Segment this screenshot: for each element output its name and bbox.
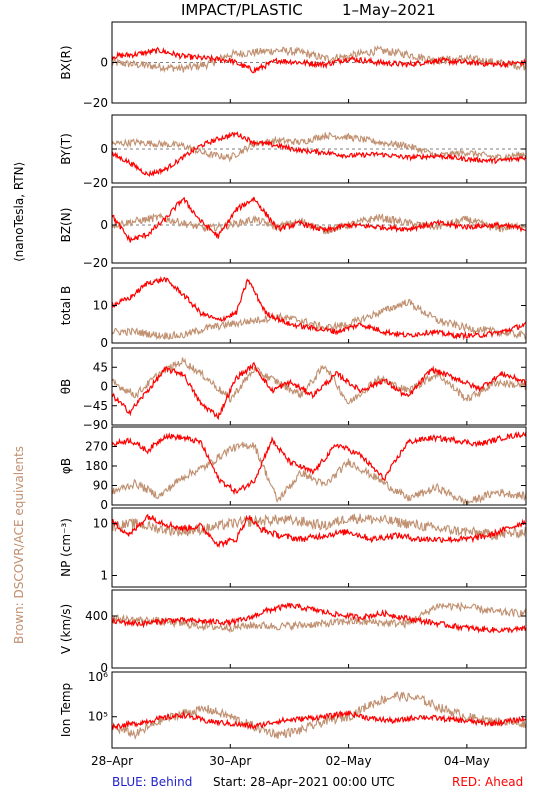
brown-legend-note: Brown: DSCOVR/ACE equivalents <box>12 445 26 644</box>
phi-ytick-label: 270 <box>85 440 108 454</box>
panel-by: 0 −20 BY(T) <box>59 114 527 190</box>
theta-ahead-series <box>112 361 526 421</box>
xtick-label: 28–Apr <box>91 754 133 768</box>
xtick-label: 30–Apr <box>209 754 251 768</box>
temp-ytick-label: 10⁵ <box>88 710 108 724</box>
np-ace-series <box>112 513 526 541</box>
np-ahead-series <box>112 513 526 549</box>
title-instrument: IMPACT/PLASTIC <box>181 1 303 19</box>
panel-temp: 10⁶ 10⁵ Ion Temp <box>59 670 527 749</box>
phi-ytick-label: 0 <box>100 498 108 512</box>
bz-ahead-series <box>112 196 526 243</box>
bz-ytick-label: −20 <box>83 256 108 270</box>
chart-title: IMPACT/PLASTIC 1–May–2021 <box>0 1 550 23</box>
panel-np: 10 1 NP (cm⁻³) <box>59 507 527 588</box>
theta-panel-label: θB <box>59 379 73 395</box>
footer-blue-legend: BLUE: Behind <box>112 775 193 789</box>
np-frame <box>111 507 527 588</box>
phi-ace-series <box>112 441 526 505</box>
bx-panel-label: BX(R) <box>59 45 73 79</box>
v-ytick-label: 0 <box>100 661 108 675</box>
panel-v: 400 0 V (km/s) <box>59 589 527 675</box>
v-ace-series <box>112 601 526 634</box>
phi-ytick-label: 90 <box>93 479 108 493</box>
theta-frame <box>111 347 527 426</box>
xtick-label: 04–May <box>444 754 490 768</box>
units-label: ⟨nanoTesla, RTN⟩ <box>12 161 26 262</box>
theta-ytick-label: −90 <box>83 418 108 432</box>
btot-panel-label: total B <box>59 286 73 326</box>
temp-frame <box>111 671 527 749</box>
np-ytick-label: 1 <box>100 568 108 582</box>
temp-ahead-series <box>112 709 526 731</box>
panel-bx: 0 −20 BX(R) <box>59 21 527 110</box>
btot-ace-series <box>112 298 526 341</box>
phi-ahead-series <box>112 431 526 496</box>
footer-start-time: Start: 28–Apr–2021 00:00 UTC <box>213 775 395 789</box>
btot-ahead-series <box>112 275 526 341</box>
bx-ahead-series <box>112 46 526 74</box>
by-ytick-label: −20 <box>83 176 108 190</box>
v-panel-label: V (km/s) <box>59 604 73 654</box>
temp-panel-label: Ion Temp <box>59 683 73 737</box>
by-panel-label: BY(T) <box>59 133 73 165</box>
v-frame <box>111 589 527 669</box>
bx-ace-series <box>112 45 526 74</box>
btot-ytick-label: 10 <box>93 299 108 313</box>
panel-phi: 270 180 90 0 φB <box>59 426 527 512</box>
bz-ace-series <box>112 212 526 235</box>
title-date: 1–May–2021 <box>342 1 436 19</box>
panel-btot: 10 0 total B <box>59 267 527 350</box>
theta-ytick-label: 45 <box>93 360 108 374</box>
np-ytick-label: 10 <box>93 517 108 531</box>
bz-ytick-label: 0 <box>100 218 108 232</box>
bx-ytick-label: 0 <box>100 56 108 70</box>
bz-panel-label: BZ(N) <box>59 208 73 243</box>
phi-ytick-label: 180 <box>85 459 108 473</box>
bx-ytick-label: −20 <box>83 96 108 110</box>
xtick-label: 02–May <box>326 754 372 768</box>
np-panel-label: NP (cm⁻³) <box>59 518 73 577</box>
theta-ytick-label: 0 <box>100 380 108 394</box>
theta-ytick-label: −45 <box>83 399 108 413</box>
footer-red-legend: RED: Ahead <box>452 775 524 789</box>
temp-ace-series <box>112 691 526 741</box>
by-ace-series <box>112 131 526 163</box>
temp-ytick-label: 10⁶ <box>88 670 108 684</box>
theta-ace-series <box>112 357 526 405</box>
btot-ytick-label: 0 <box>100 336 108 350</box>
panel-bz: 0 −20 BZ(N) <box>59 186 527 270</box>
v-ahead-series <box>112 602 526 634</box>
v-ytick-label: 400 <box>85 609 108 623</box>
by-ytick-label: 0 <box>100 142 108 156</box>
by-ahead-series <box>112 131 526 178</box>
panel-theta: 45 0 −45 −90 θB <box>59 347 527 432</box>
phi-panel-label: φB <box>59 458 73 474</box>
